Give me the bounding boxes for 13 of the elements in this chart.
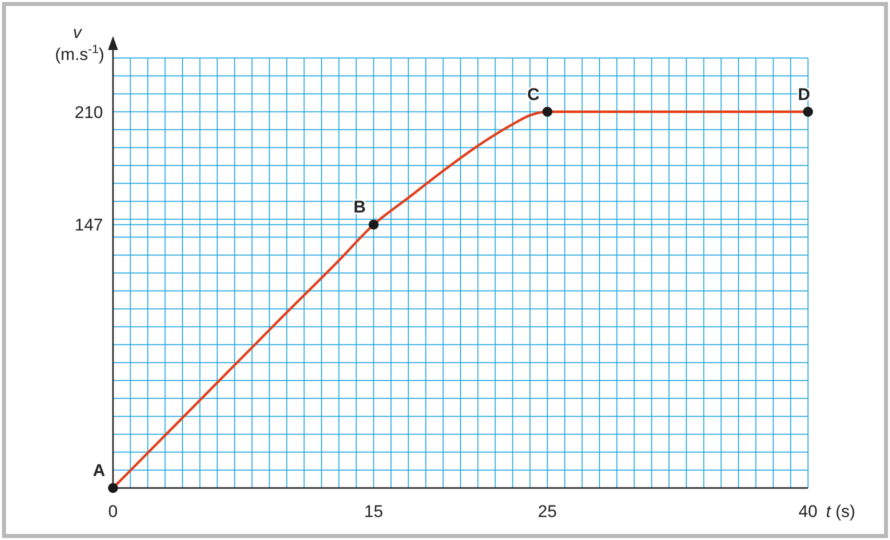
- x-axis-title: t (s): [826, 502, 856, 521]
- x-tick-label: 15: [364, 502, 384, 521]
- y-axis-title: v (m.s$^{-1}$): [55, 23, 104, 64]
- y-tick-label: 210: [74, 102, 103, 122]
- point: [368, 220, 379, 230]
- annotation: A: [92, 461, 106, 480]
- point: [542, 106, 552, 117]
- point: [803, 106, 813, 117]
- y-tick-label: 147: [74, 216, 103, 235]
- point: [108, 483, 118, 493]
- x-tick-label: 25: [538, 502, 557, 521]
- x-tick-label: 0: [108, 502, 118, 521]
- x-tick-label: 40: [798, 502, 818, 521]
